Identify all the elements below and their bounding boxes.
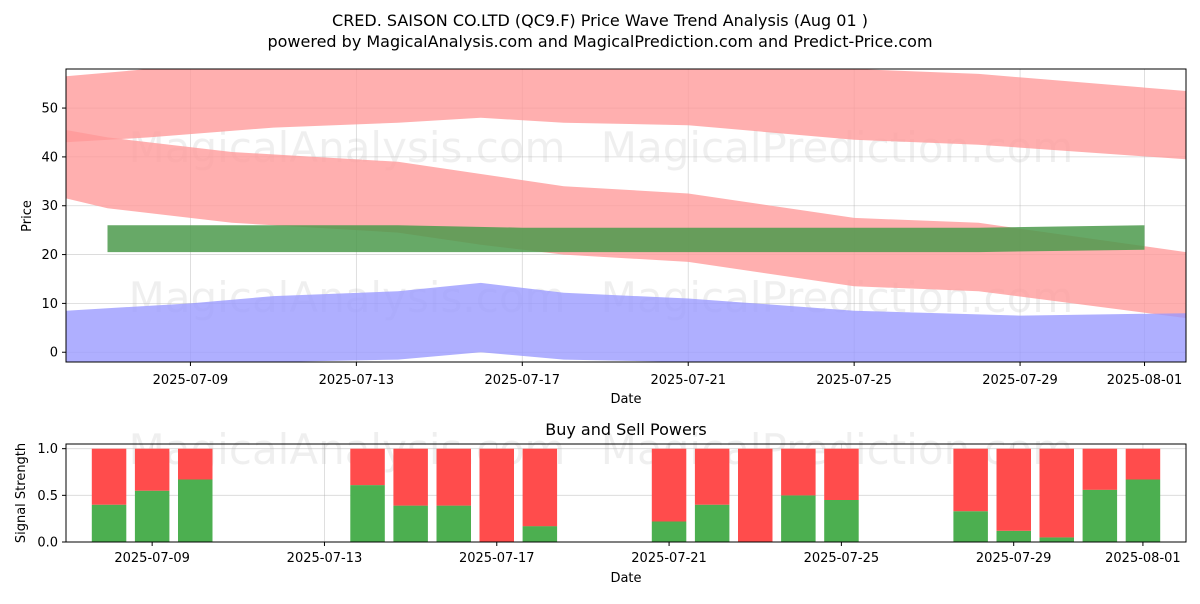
price-plot-frame [65,68,1187,363]
sell-power-bar [1082,448,1118,490]
sell-power-bar [393,448,428,506]
sell-power-bar [738,448,773,542]
buy-power-bar [996,530,1031,542]
price-x-tick-label: 2025-07-09 [153,373,229,388]
signal-x-tick-label: 2025-07-21 [631,551,707,566]
buy-power-bar [1125,479,1161,542]
signal-y-tick-label: 0.0 [37,536,58,551]
sell-power-bar [436,448,471,506]
buy-power-bar [824,500,859,542]
signal-plot-frame [65,443,1187,543]
signal-x-tick-label: 2025-08-01 [1105,551,1181,566]
price-y-tick-label: 30 [41,199,58,214]
buy-power-bar [91,504,127,542]
price-x-tick-label: 2025-07-29 [982,373,1058,388]
sell-power-bar [1125,448,1161,480]
price-band-middle-red-band [66,130,1186,319]
price-bands [66,69,1186,362]
price-x-axis-label: Date [610,392,641,407]
sell-power-bar [134,448,170,491]
signal-x-tick-label: 2025-07-09 [114,551,190,566]
sell-power-bar [996,448,1031,531]
price-x-tick-label: 2025-07-13 [319,373,395,388]
price-band-blue-band [66,282,1186,362]
signal-x-tick-label: 2025-07-13 [287,551,363,566]
price-x-tick-label: 2025-07-21 [650,373,726,388]
buy-power-bar [781,495,816,542]
signal-panel: Buy and Sell Powers MagicalAnalysis.com … [14,420,1187,586]
signal-chart-title: Buy and Sell Powers [545,420,707,439]
sell-power-bar [178,448,213,480]
chart-subtitle: powered by MagicalAnalysis.com and Magic… [267,32,932,51]
price-panel: MagicalAnalysis.com MagicalPrediction.co… [20,68,1187,407]
signal-x-tick-label: 2025-07-25 [804,551,880,566]
signal-x-axis-label: Date [610,571,641,586]
price-y-tick-label: 0 [50,346,58,361]
sell-power-bar [479,448,514,542]
sell-power-bar [350,448,385,486]
price-band-green-band [107,225,1145,253]
buy-power-bar [1082,489,1118,542]
buy-power-bar [393,505,428,542]
price-x-tick-label: 2025-07-25 [816,373,892,388]
sell-power-bar [781,448,816,496]
price-y-tick-label: 50 [41,102,58,117]
price-x-tick-label: 2025-07-17 [485,373,561,388]
sell-power-bar [651,448,687,522]
sell-power-bar [824,448,859,500]
sell-power-bar [1039,448,1074,538]
sell-power-bar [91,448,127,505]
price-y-axis-label: Price [20,200,35,232]
chart-title: CRED. SAISON CO.LTD (QC9.F) Price Wave T… [332,11,868,30]
signal-panel-watermarks: MagicalAnalysis.com MagicalPrediction.co… [129,425,1074,474]
sell-power-bar [694,448,730,505]
buy-power-bar [953,511,988,542]
buy-power-bar [651,521,687,542]
buy-power-bar [436,505,471,542]
price-y-tick-label: 40 [41,150,58,165]
price-y-tick-label: 20 [41,248,58,263]
signal-x-tick-label: 2025-07-17 [459,551,535,566]
price-band-upper-red-band [66,69,1186,160]
buy-power-bar [522,526,558,542]
sell-power-bar [522,448,558,527]
price-y-tick-label: 10 [41,297,58,312]
buy-power-bar [350,485,385,542]
signal-y-tick-label: 0.5 [37,489,58,504]
buy-power-bar [134,490,170,542]
signal-x-tick-label: 2025-07-29 [976,551,1052,566]
signal-y-tick-label: 1.0 [37,442,58,457]
signal-y-axis-label: Signal Strength [14,443,29,543]
sell-power-bar [953,448,988,512]
price-x-tick-label: 2025-08-01 [1107,373,1183,388]
buy-power-bar [178,479,213,542]
buy-power-bar [694,504,730,542]
buy-power-bar [1039,537,1074,542]
